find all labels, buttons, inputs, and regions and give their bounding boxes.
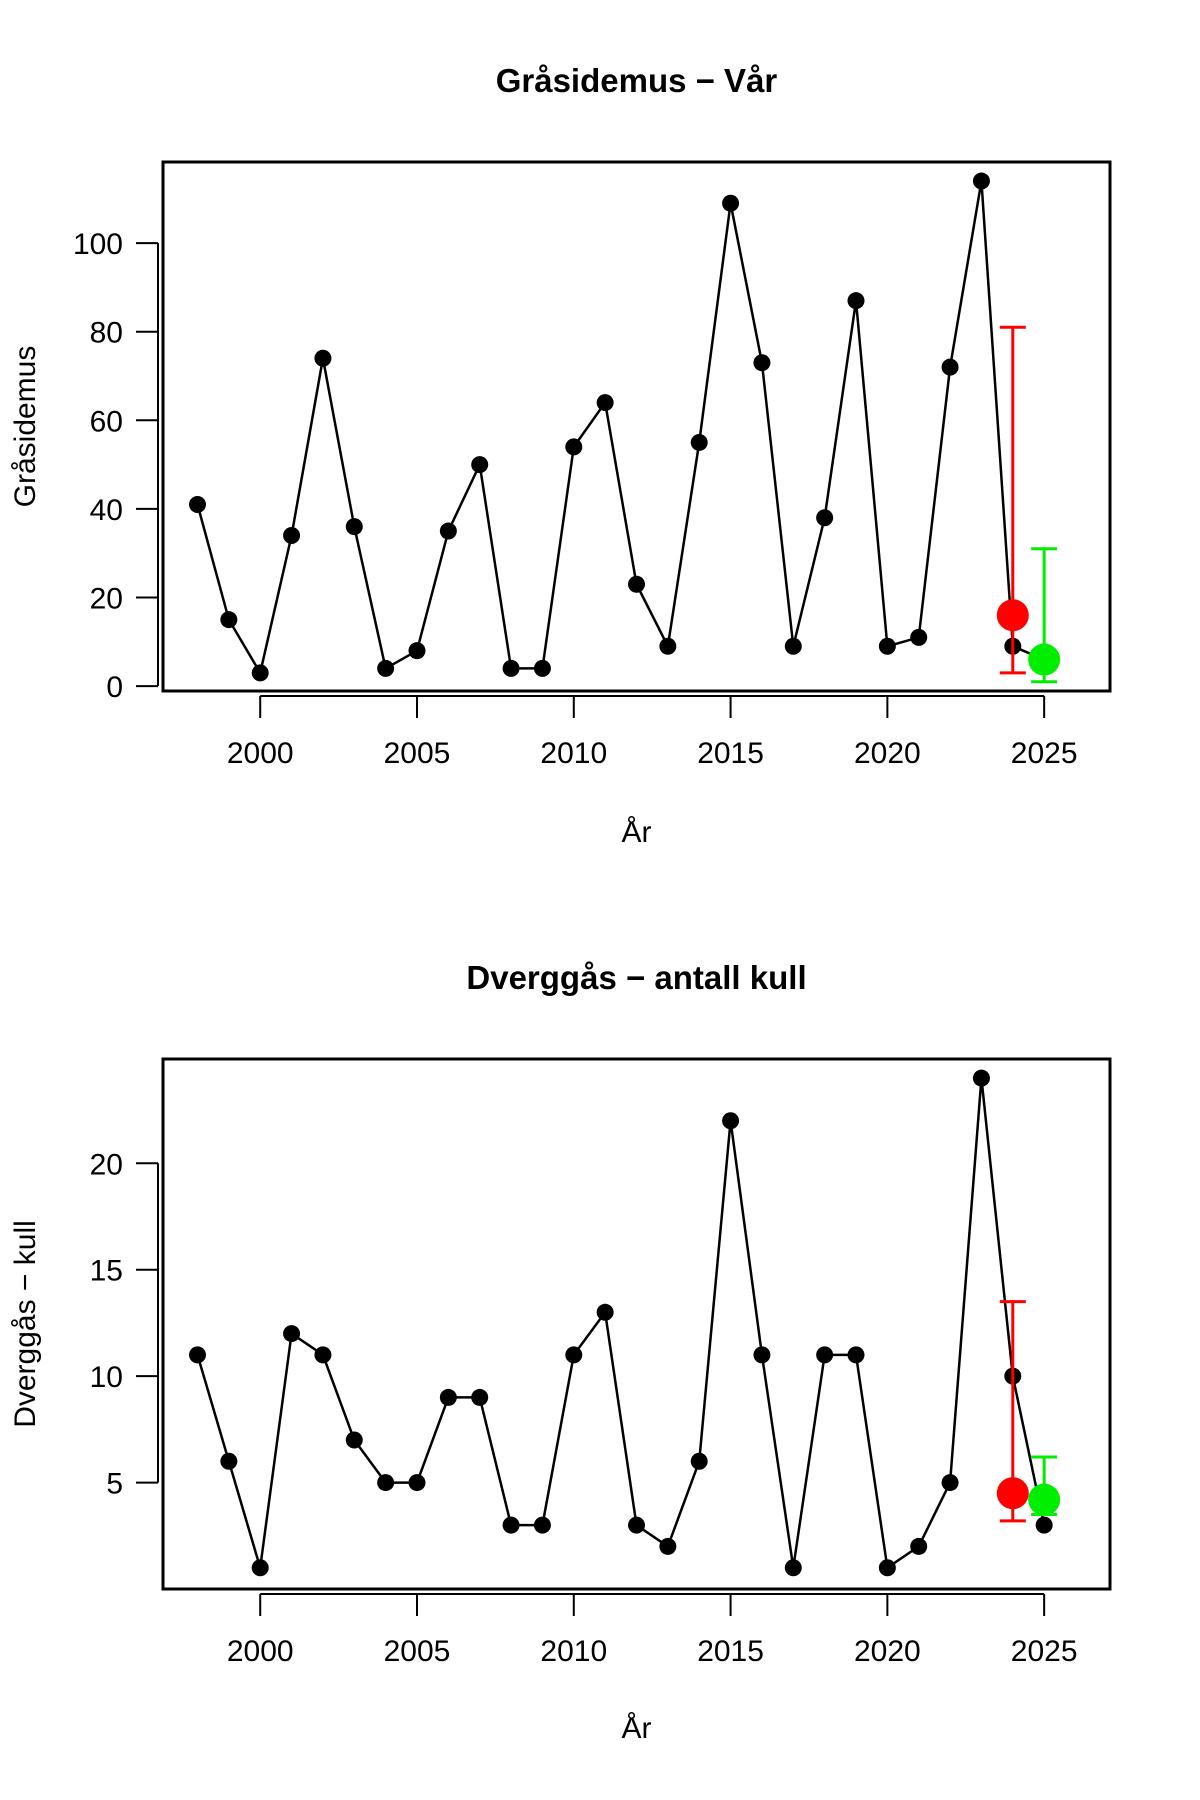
data-point — [439, 522, 457, 540]
y-tick-label: 15 — [90, 1255, 123, 1288]
data-point — [345, 518, 363, 536]
data-point — [910, 1537, 928, 1555]
y-tick-label: 60 — [90, 405, 123, 438]
y-axis-label: Gråsidemus — [9, 346, 42, 508]
data-point — [690, 433, 708, 451]
y-tick-label: 80 — [90, 317, 123, 350]
y-axis-label: Dverggås − kull — [9, 1220, 42, 1428]
data-point — [377, 1474, 395, 1492]
data-point — [628, 1516, 645, 1534]
y-tick-label: 20 — [90, 1148, 123, 1181]
data-point — [878, 637, 896, 655]
data-point — [596, 394, 614, 412]
data-point — [659, 1537, 677, 1555]
data-point — [816, 509, 834, 527]
data-point — [972, 1069, 990, 1087]
data-point — [314, 1346, 332, 1364]
data-point — [251, 664, 269, 682]
prediction-point — [1028, 1483, 1061, 1516]
data-point — [659, 637, 677, 655]
prediction-point — [996, 599, 1029, 632]
data-point — [533, 1516, 551, 1534]
data-point — [251, 1559, 269, 1577]
x-tick-label: 2010 — [540, 737, 607, 770]
x-tick-label: 2015 — [697, 1635, 764, 1668]
data-point — [345, 1431, 363, 1449]
series-line — [196, 180, 1045, 677]
x-tick-label: 2005 — [384, 737, 451, 770]
plot-frame — [161, 1057, 1112, 1591]
data-point — [722, 1112, 740, 1130]
data-point — [565, 438, 583, 456]
data-point — [753, 1346, 771, 1364]
x-axis-label: År — [622, 1712, 652, 1745]
x-tick-label: 2025 — [1011, 737, 1078, 770]
data-point — [377, 659, 395, 677]
prediction-point — [1028, 643, 1061, 676]
x-tick-label: 2005 — [384, 1635, 451, 1668]
x-tick-label: 2015 — [697, 737, 764, 770]
prediction-point — [996, 1477, 1029, 1510]
data-point — [816, 1346, 834, 1364]
data-point — [753, 354, 771, 372]
x-tick-label: 2020 — [854, 737, 921, 770]
x-tick-label: 2000 — [227, 737, 294, 770]
data-point — [220, 611, 238, 629]
y-tick-label: 20 — [90, 583, 123, 616]
data-point — [502, 659, 520, 677]
data-point — [847, 292, 865, 310]
data-point — [314, 349, 332, 367]
x-axis-label: År — [622, 816, 652, 849]
series-line — [196, 1078, 1046, 1570]
data-point — [283, 1325, 301, 1343]
data-point — [471, 1388, 489, 1406]
data-point — [784, 637, 802, 655]
y-tick-label: 0 — [106, 671, 123, 704]
data-point — [941, 358, 959, 376]
data-point — [408, 642, 426, 660]
data-point — [439, 1388, 457, 1406]
data-point — [220, 1452, 238, 1470]
y-tick-label: 40 — [90, 494, 123, 527]
data-point — [596, 1303, 614, 1321]
y-tick-label: 10 — [90, 1361, 123, 1394]
data-point — [1035, 1516, 1053, 1534]
x-tick-label: 2000 — [227, 1635, 294, 1668]
x-tick-label: 2025 — [1011, 1635, 1078, 1668]
x-tick-label: 2010 — [540, 1635, 607, 1668]
y-tick-label: 5 — [106, 1468, 123, 1501]
data-point — [188, 1346, 206, 1364]
data-point — [722, 194, 740, 212]
y-tick-label: 100 — [73, 228, 123, 261]
plot-frame — [161, 160, 1112, 693]
data-point — [283, 526, 301, 544]
data-point — [628, 575, 645, 593]
data-point — [502, 1516, 520, 1534]
data-point — [408, 1474, 426, 1492]
data-point — [690, 1452, 708, 1470]
data-point — [471, 456, 489, 474]
data-point — [941, 1474, 959, 1492]
data-point — [847, 1346, 865, 1364]
data-point — [784, 1559, 802, 1577]
data-point — [878, 1559, 896, 1577]
chart-title: Dverggås − antall kull — [466, 959, 806, 996]
chart-title: Gråsidemus − Vår — [496, 62, 778, 99]
panel-2: Dverggås − antall kull År Dverggås − kull 2… — [9, 959, 1112, 1745]
data-point — [910, 628, 928, 646]
data-point — [188, 495, 206, 513]
data-point — [565, 1346, 583, 1364]
x-tick-label: 2020 — [854, 1635, 921, 1668]
data-point — [533, 659, 551, 677]
data-point — [972, 172, 990, 190]
